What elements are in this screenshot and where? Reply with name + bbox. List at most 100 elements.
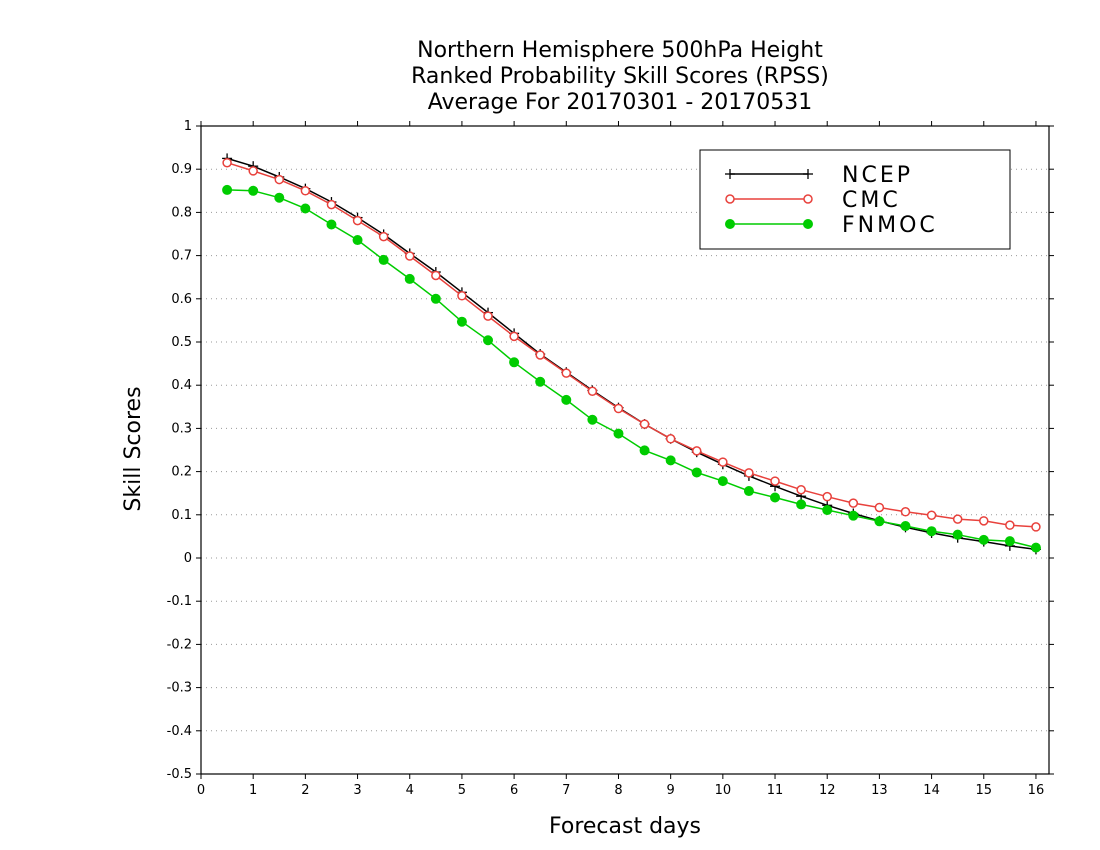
- data-point-cmc: [770, 476, 780, 486]
- x-tick-label: 4: [406, 783, 414, 798]
- title-line-2: Ranked Probability Skill Scores (RPSS): [411, 64, 829, 89]
- y-tick-label: 0.1: [171, 508, 192, 523]
- x-tick-label: 6: [510, 783, 518, 798]
- data-point-fnmoc: [561, 394, 572, 405]
- x-tick-label: 10: [715, 783, 732, 798]
- y-tick-label: -0.2: [167, 637, 192, 652]
- chart-title: Northern Hemisphere 500hPa Height Ranked…: [411, 38, 829, 115]
- data-point-fnmoc: [900, 521, 911, 532]
- data-point-fnmoc: [483, 335, 494, 346]
- x-tick-label: 7: [562, 783, 570, 798]
- data-point-cmc: [665, 434, 676, 444]
- y-tick-label: 0.7: [171, 249, 192, 264]
- data-point-fnmoc: [796, 499, 807, 510]
- data-point-cmc: [248, 166, 258, 176]
- data-point-cmc: [457, 291, 467, 301]
- x-tick-label: 3: [353, 783, 361, 798]
- legend-marker-fnmoc: [803, 219, 813, 229]
- y-axis-ticks: -0.5 -0.4 -0.3 -0.2 -0.1 0 0.1 0.2 0.3 0.4 0.5 0.6 0…: [167, 119, 1054, 782]
- y-tick-label: 0.6: [171, 292, 192, 307]
- data-point-fnmoc: [665, 455, 676, 466]
- data-point-fnmoc: [587, 414, 598, 425]
- legend-label-cmc: CMC: [842, 188, 901, 213]
- legend-marker-ncep: [725, 169, 735, 179]
- data-point-cmc: [692, 446, 702, 456]
- data-point-cmc: [483, 311, 493, 321]
- data-point-fnmoc: [430, 293, 441, 304]
- data-point-fnmoc: [926, 526, 937, 537]
- data-point-fnmoc: [535, 376, 546, 387]
- data-point-cmc: [639, 419, 650, 429]
- data-point-cmc: [613, 403, 624, 414]
- y-tick-label: 0.8: [171, 205, 192, 220]
- data-point-fnmoc: [300, 203, 311, 214]
- title-line-3: Average For 20170301 - 20170531: [428, 90, 813, 115]
- data-point-cmc: [378, 231, 389, 242]
- data-point-fnmoc: [509, 357, 520, 368]
- legend-marker-cmc: [803, 194, 813, 204]
- y-tick-label: 0.2: [171, 465, 192, 480]
- x-tick-label: 11: [767, 783, 784, 798]
- data-point-cmc: [222, 157, 232, 168]
- data-point-fnmoc: [639, 445, 650, 456]
- y-tick-label: 0: [184, 551, 192, 566]
- data-point-fnmoc: [848, 510, 859, 521]
- x-tick-label: 12: [819, 783, 836, 798]
- data-point-fnmoc: [743, 486, 754, 497]
- data-point-fnmoc: [222, 184, 233, 195]
- x-tick-label: 13: [871, 783, 888, 798]
- data-point-cmc: [587, 386, 598, 396]
- data-point-fnmoc: [613, 428, 624, 439]
- x-tick-label: 14: [923, 783, 940, 798]
- data-point-fnmoc: [770, 492, 781, 503]
- legend-marker-fnmoc: [725, 219, 735, 229]
- data-point-fnmoc: [326, 219, 337, 230]
- data-point-cmc: [979, 516, 989, 526]
- series-lines: [222, 153, 1041, 555]
- x-tick-label: 0: [197, 783, 205, 798]
- x-tick-label: 1: [249, 783, 257, 798]
- gridlines: [201, 168, 1049, 732]
- data-point-fnmoc: [717, 476, 728, 487]
- data-point-fnmoc: [691, 467, 702, 478]
- title-line-1: Northern Hemisphere 500hPa Height: [417, 38, 823, 63]
- data-point-fnmoc: [248, 185, 259, 196]
- data-point-cmc: [874, 502, 885, 513]
- y-tick-label: 0.4: [171, 378, 192, 393]
- data-point-cmc: [822, 491, 832, 502]
- x-axis-ticks: 0 1 2 3 4 5 6 7 8 9 10 11 12 13 14 15 16: [197, 121, 1044, 798]
- data-point-cmc: [300, 186, 311, 196]
- data-point-cmc: [535, 350, 545, 360]
- data-point-fnmoc: [352, 235, 363, 246]
- data-point-cmc: [926, 510, 937, 520]
- y-tick-label: 0.3: [171, 421, 192, 436]
- y-tick-label: 1: [184, 119, 192, 134]
- data-point-cmc: [952, 514, 963, 524]
- data-point-cmc: [848, 498, 859, 508]
- legend-marker-cmc: [725, 194, 735, 204]
- data-point-cmc: [561, 368, 572, 378]
- plot-frame: [200, 125, 1050, 775]
- data-point-cmc: [1031, 522, 1041, 532]
- y-tick-label: -0.3: [167, 681, 192, 696]
- data-point-cmc: [404, 251, 415, 261]
- y-tick-label: -0.4: [167, 724, 192, 739]
- legend-label-ncep: NCEP: [842, 163, 913, 188]
- legend-marker-ncep: [803, 169, 813, 179]
- data-point-fnmoc: [1004, 536, 1015, 547]
- y-tick-label: 0.5: [171, 335, 192, 350]
- legend-label-fnmoc: FNMOC: [842, 213, 938, 238]
- data-point-cmc: [326, 199, 337, 210]
- data-point-cmc: [431, 270, 441, 281]
- data-point-fnmoc: [404, 273, 415, 284]
- data-point-fnmoc: [378, 254, 389, 265]
- x-tick-label: 15: [975, 783, 992, 798]
- x-tick-label: 16: [1028, 783, 1045, 798]
- data-point-fnmoc: [1030, 542, 1041, 553]
- x-axis-title: Forecast days: [549, 814, 701, 839]
- data-point-cmc: [352, 215, 363, 226]
- data-point-fnmoc: [456, 316, 467, 327]
- x-tick-label: 2: [301, 783, 309, 798]
